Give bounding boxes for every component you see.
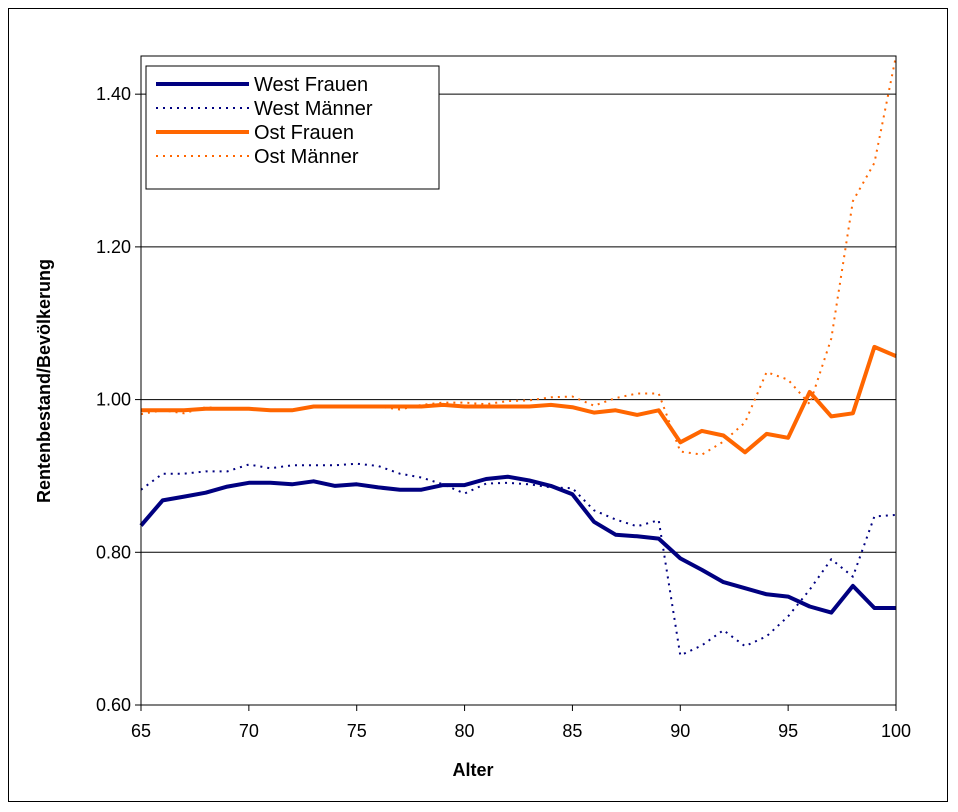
x-tick-label: 80 (455, 721, 475, 741)
y-axis-title: Rentenbestand/Bevölkerung (34, 259, 54, 503)
legend-label-west-frauen: West Frauen (254, 74, 368, 96)
x-tick-label: 65 (131, 721, 151, 741)
y-tick-label: 0.60 (96, 695, 131, 715)
x-tick-label: 75 (347, 721, 367, 741)
legend-label-ost-frauen: Ost Frauen (254, 122, 354, 144)
chart-frame: 0.60 0.80 1.00 1.20 1.40 65 70 75 80 85 90 95 100 Al… (8, 8, 948, 802)
x-tick-label: 100 (881, 721, 911, 741)
x-tick-label: 70 (239, 721, 259, 741)
line-chart: 0.60 0.80 1.00 1.20 1.40 65 70 75 80 85 90 95 100 Al… (34, 55, 911, 780)
plot-area-border (140, 55, 897, 706)
x-tick-label: 95 (778, 721, 798, 741)
y-tick-label: 1.00 (96, 390, 131, 410)
legend-label-ost-maenner: Ost Männer (254, 146, 359, 168)
legend-label-west-maenner: West Männer (254, 98, 373, 120)
x-tick-label: 90 (670, 721, 690, 741)
series-line-west-frauen (139, 474, 896, 615)
tick-labels: 0.60 0.80 1.00 1.20 1.40 65 70 75 80 85 90 95 100 (96, 84, 911, 741)
series-line-west-maenner (140, 462, 897, 657)
y-tick-label: 1.20 (96, 237, 131, 257)
y-tick-label: 0.80 (96, 542, 131, 562)
series-line-ost-maenner (140, 55, 897, 456)
y-tick-label: 1.40 (96, 84, 131, 104)
legend-box (145, 65, 440, 190)
series-layer (139, 55, 897, 657)
x-axis-title: Alter (452, 760, 493, 780)
axes (135, 93, 897, 711)
x-tick-label: 85 (562, 721, 582, 741)
